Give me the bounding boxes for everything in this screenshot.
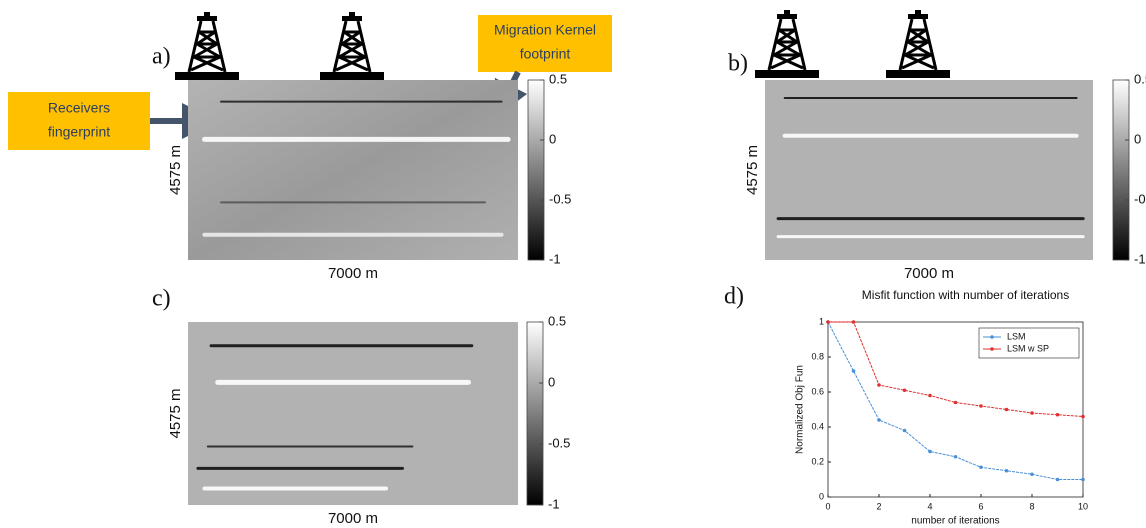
data-point <box>954 401 958 405</box>
data-point <box>852 369 856 373</box>
y-tick-label: 1 <box>819 316 824 326</box>
x-tick-label: 6 <box>978 501 983 511</box>
colorbar-tick-label: 0.5 <box>548 313 566 328</box>
x-tick-label: 8 <box>1029 501 1034 511</box>
callout-text: footprint <box>520 46 571 62</box>
colorbar <box>528 80 544 260</box>
colorbar-tick-label: 0 <box>1134 131 1141 146</box>
x-tick-label: 2 <box>876 501 881 511</box>
y-tick-label: 0.6 <box>811 386 824 396</box>
callout-text: Migration Kernel <box>494 22 596 38</box>
y-axis-label: 4575 m <box>744 145 761 195</box>
colorbar-tick-label: -1 <box>549 251 561 266</box>
data-point <box>1081 478 1085 482</box>
data-point <box>877 418 881 422</box>
data-point <box>1005 408 1009 412</box>
panel-label: a) <box>152 44 171 70</box>
data-point <box>1005 469 1009 473</box>
x-tick-label: 0 <box>825 501 830 511</box>
y-axis-label: 4575 m <box>167 145 184 195</box>
colorbar-tick-label: 0.5 <box>1134 71 1146 86</box>
y-axis-label: Normalized Obj Fun <box>795 365 806 454</box>
data-point <box>903 388 907 392</box>
data-point <box>877 383 881 387</box>
x-axis-label: 7000 m <box>904 265 954 282</box>
data-point <box>1030 411 1034 415</box>
data-point <box>928 450 932 454</box>
callout-text: Receivers <box>48 100 110 116</box>
colorbar-tick-label: 0 <box>549 131 556 146</box>
colorbar-tick-label: -1 <box>548 496 560 511</box>
colorbar <box>527 322 543 505</box>
data-point <box>928 394 932 398</box>
colorbar <box>1113 80 1129 260</box>
colorbar-tick-label: -0.5 <box>548 435 570 450</box>
seismic-image <box>765 80 1093 260</box>
data-point <box>1056 478 1060 482</box>
seismic-image <box>188 322 518 505</box>
colorbar-tick-label: 0.5 <box>549 71 567 86</box>
x-axis-label: 7000 m <box>328 265 378 282</box>
y-axis-label: 4575 m <box>167 388 184 438</box>
chart-title: Misfit function with number of iteration… <box>862 288 1069 302</box>
y-tick-label: 0.8 <box>811 351 824 361</box>
data-point <box>979 404 983 408</box>
data-point <box>954 455 958 459</box>
legend-marker <box>990 347 994 351</box>
figure: Migration Kernel footprint Receivers finger… <box>0 0 1146 528</box>
panel-label: c) <box>152 286 171 312</box>
panel-label: b) <box>728 51 748 77</box>
colorbar-tick-label: 0 <box>548 374 555 389</box>
y-tick-label: 0.2 <box>811 456 824 466</box>
data-point <box>903 429 907 433</box>
y-tick-label: 0.4 <box>811 421 824 431</box>
x-tick-label: 4 <box>927 501 932 511</box>
callout-text: fingerprint <box>48 124 110 140</box>
legend-label: LSM <box>1007 331 1026 341</box>
x-tick-label: 10 <box>1078 501 1088 511</box>
panel-label: d) <box>724 284 744 310</box>
data-point <box>1030 472 1034 476</box>
x-axis-label: 7000 m <box>328 510 378 527</box>
data-point <box>852 320 856 324</box>
colorbar-tick-label: -0.5 <box>1134 191 1146 206</box>
x-axis-label: number of iterations <box>911 516 999 527</box>
legend-label: LSM w SP <box>1007 343 1049 353</box>
data-point <box>979 465 983 469</box>
colorbar-tick-label: -0.5 <box>549 191 571 206</box>
y-tick-label: 0 <box>819 491 824 501</box>
data-point <box>826 320 830 324</box>
legend-marker <box>990 335 994 339</box>
colorbar-tick-label: -1 <box>1134 251 1146 266</box>
data-point <box>1081 415 1085 419</box>
data-point <box>1056 413 1060 417</box>
